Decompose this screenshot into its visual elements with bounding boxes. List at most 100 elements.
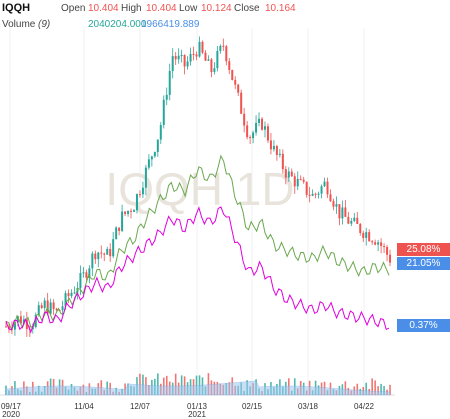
candle-body (311, 193, 314, 196)
candle-body (195, 54, 198, 57)
candle-body (171, 56, 174, 72)
candle-body (386, 246, 389, 255)
candle-body (55, 308, 58, 311)
volume-bar (356, 383, 359, 395)
x-tick-sub: 2021 (188, 410, 206, 419)
candle-body (344, 207, 347, 217)
x-tick-label: 11/04 (74, 402, 94, 411)
candle-body (249, 137, 252, 139)
badge-blue-bottom: 0.37% (397, 319, 450, 332)
candle-body (356, 217, 359, 224)
volume-ma-value: 1966419.889 (141, 19, 200, 30)
candle-body (213, 68, 216, 72)
volume-value: 2040204.000 (88, 19, 147, 30)
candle-body (150, 156, 153, 160)
candle-body (222, 45, 225, 47)
badge-blue-top: 21.05% (397, 257, 450, 270)
candle-body (61, 306, 64, 311)
candle-body (341, 207, 344, 219)
candle-body (112, 239, 115, 257)
high-value: 10.404 (146, 3, 177, 14)
candle-body (240, 92, 243, 114)
candle-body (296, 178, 299, 187)
candle-body (237, 84, 240, 93)
volume-bar (380, 383, 382, 395)
candle-body (275, 145, 278, 155)
candle-body (79, 273, 82, 289)
candle-body (94, 253, 97, 260)
candle-body (305, 181, 308, 195)
candlesticks (5, 36, 392, 337)
candle-body (67, 293, 70, 297)
series-line (5, 154, 390, 332)
candle-body (100, 252, 103, 254)
x-tick-label: 01/13 (186, 402, 208, 411)
candle-body (85, 272, 88, 278)
candle-body (258, 118, 261, 123)
candle-body (204, 52, 207, 61)
candle-body (314, 193, 317, 195)
candle-body (115, 227, 118, 240)
candle-body (374, 242, 377, 245)
candle-body (31, 327, 34, 330)
candle-body (365, 232, 368, 238)
candle-body (19, 316, 22, 324)
candle-body (284, 169, 287, 178)
candle-body (228, 61, 231, 70)
candle-body (165, 94, 168, 100)
candle-body (121, 211, 124, 231)
candle-body (350, 220, 353, 224)
candle-body (13, 322, 16, 330)
candle-body (144, 167, 147, 188)
volume-bar (157, 373, 159, 395)
x-tick-label: 09/17 (0, 402, 22, 411)
candle-body (183, 54, 186, 67)
volume-bar (139, 373, 141, 395)
candle-body (177, 55, 180, 60)
volume-bar (207, 373, 210, 395)
candle-body (64, 293, 67, 307)
candle-body (118, 227, 121, 231)
candle-body (329, 194, 332, 202)
x-tick-label: 04/22 (353, 402, 375, 411)
candle-body (141, 187, 144, 195)
volume-bar (365, 382, 368, 395)
low-label: Low (179, 3, 198, 14)
badge-red: 25.08% (397, 243, 450, 256)
candle-body (219, 45, 222, 51)
candle-body (153, 152, 156, 157)
close-label: Close (234, 3, 260, 14)
candle-body (210, 59, 213, 72)
candle-body (109, 248, 112, 257)
candle-body (130, 210, 133, 212)
volume-bar (344, 381, 347, 395)
candle-body (5, 326, 7, 328)
candle-body (263, 126, 266, 130)
x-tick-label: 03/18 (297, 402, 319, 411)
candle-body (320, 186, 323, 194)
candle-body (186, 61, 189, 67)
gridlines (0, 28, 395, 396)
candle-body (124, 211, 127, 214)
candle-body (299, 178, 302, 180)
volume-bar (389, 384, 391, 395)
series-line (5, 206, 390, 334)
candle-body (246, 125, 249, 138)
candle-body (261, 118, 264, 130)
candle-body (353, 217, 356, 221)
volume-bar (383, 385, 385, 395)
candle-body (302, 179, 305, 182)
candle-body (174, 56, 177, 60)
candle-body (133, 210, 136, 212)
candle-body (156, 139, 159, 153)
x-tick-sub: 2020 (2, 410, 20, 419)
volume-bar (174, 373, 177, 395)
volume-label: Volume (2, 19, 36, 30)
candle-body (138, 194, 141, 196)
candle-body (290, 171, 293, 177)
candle-body (37, 305, 40, 315)
candle-body (159, 125, 162, 140)
candle-body (255, 122, 258, 133)
candle-body (73, 292, 76, 294)
